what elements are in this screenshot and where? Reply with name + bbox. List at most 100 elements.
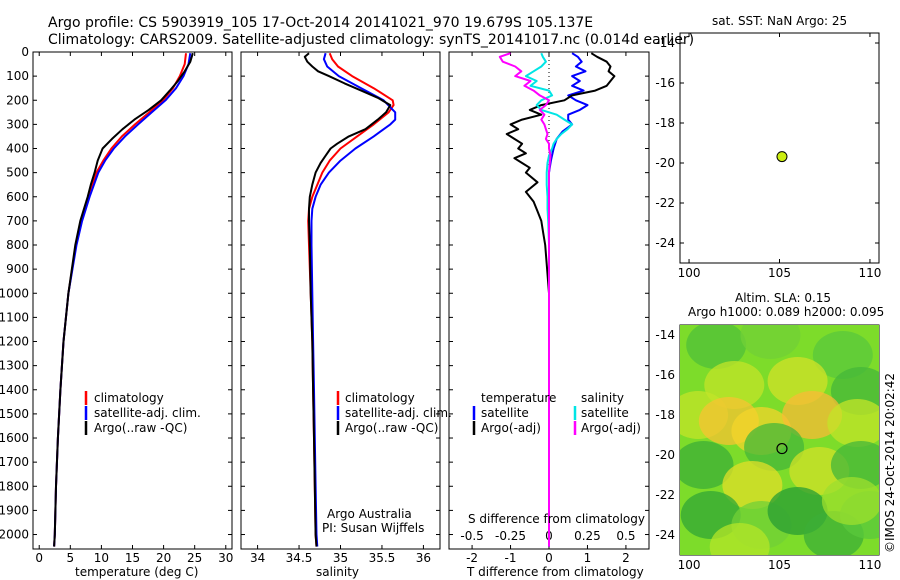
temperature-xtick-label: 25 [187,551,202,565]
chart-series [53,52,616,547]
sst-ytick-label: -20 [655,156,675,170]
sst-ytick-label: -24 [655,236,675,250]
salinity-xtick-label: 35 [333,551,348,565]
salinity-series-satellite-adj-clim- [310,52,397,547]
difference-x2tick-label: -0.25 [495,529,526,543]
header-line-1: Argo profile: CS 5903919_105 17-Oct-2014… [48,15,593,31]
temperature-xtick-label: 15 [125,551,140,565]
temperature-ytick-label: 1200 [0,335,29,349]
difference-legend: temperature salinity satellite Argo(-adj… [472,391,641,435]
sla-title-1: Altim. SLA: 0.15 [735,291,831,305]
sst-ytick-label: -16 [655,76,675,90]
temperature-ytick-label: 200 [6,93,29,107]
imos-watermark: ©IMOS 24-Oct-2014 20:02:42 [883,373,897,553]
sla-xtick-label: 105 [768,558,791,572]
temperature-series-argo-raw-qc- [53,52,194,547]
legend-label-satellite: satellite-adj. clim. [345,406,452,420]
sla-ytick-label: -22 [655,488,675,502]
sst-xtick-label: 110 [859,266,882,280]
salinity-note-pi: PI: Susan Wijffels [322,521,424,535]
sla-ytick-label: -16 [655,368,675,382]
temperature-xlabel: temperature (deg C) [75,565,198,579]
temperature-xtick-label: 0 [35,551,43,565]
temperature-ytick-label: 400 [6,142,29,156]
sst-ytick-label: -18 [655,116,675,130]
legend-label-satellite: satellite-adj. clim. [94,406,201,420]
temperature-ytick-label: 1300 [0,359,29,373]
sst-argo-location-marker [776,151,788,163]
legend-label-s-argo: Argo(-adj) [581,421,641,435]
difference-xtick-label: 1 [584,551,592,565]
legend-label-s-satellite: satellite [581,406,629,420]
temperature-ytick-label: 100 [6,69,29,83]
temperature-ytick-label: 1700 [0,455,29,469]
sst-xtick-label: 105 [768,266,791,280]
temperature-ytick-label: 900 [6,262,29,276]
sla-ytick-label: -24 [655,528,675,542]
temperature-ytick-label: 800 [6,238,29,252]
legend-label-argo: Argo(..raw -QC) [345,421,438,435]
temperature-ytick-label: 600 [6,190,29,204]
sla-anomaly-cell [704,361,765,409]
sla-ytick-label: -20 [655,448,675,462]
temperature-ytick-label: 2000 [0,528,29,542]
sla-xtick-label: 100 [678,558,701,572]
salinity-legend: climatology satellite-adj. clim. Argo(..… [336,391,452,435]
sla-xtick-label: 110 [859,558,882,572]
sla-anomaly-cell [740,325,801,359]
legend-head-salinity: salinity [581,391,624,405]
temperature-xtick-label: 10 [94,551,109,565]
difference-xlabel: T difference from climatology [466,565,644,579]
difference-xtick-label: -2 [466,551,478,565]
legend-label-climatology: climatology [345,391,415,405]
salinity-xtick-label: 35.5 [369,551,396,565]
temperature-xtick-label: 30 [218,551,233,565]
salinity-series-argo-raw-qc- [303,52,392,547]
difference-x2tick-label: 0.5 [616,529,635,543]
temperature-ytick-label: 1400 [0,383,29,397]
sst-axes-frame [679,32,880,264]
temperature-xtick-label: 5 [66,551,74,565]
temperature-ytick-label: 1100 [0,310,29,324]
legend-label-argo: Argo(..raw -QC) [94,421,187,435]
sla-anomaly-cell [709,523,770,555]
temperature-xtick-label: 20 [156,551,171,565]
difference-series-temperature-argo-adj- [505,52,616,547]
sla-ytick-label: -14 [655,328,675,342]
temperature-series-satellite-adj-clim- [53,53,192,547]
temperature-legend: climatology satellite-adj. clim. Argo(..… [84,391,201,435]
difference-xlabel-top: S difference from climatology [468,512,645,526]
temperature-ytick-label: 300 [6,117,29,131]
legend-label-t-satellite: satellite [481,406,529,420]
difference-x2tick-label: 0.25 [574,529,601,543]
temperature-ytick-label: 1800 [0,479,29,493]
salinity-note-argo-australia: Argo Australia [327,507,412,521]
temperature-ytick-label: 1600 [0,431,29,445]
sla-anomaly-cell [812,331,873,379]
sst-ytick-label: -14 [655,36,675,50]
sla-anomaly-cell [744,423,805,471]
difference-xtick-label: -1 [505,551,517,565]
sla-ytick-label: -18 [655,408,675,422]
legend-label-climatology: climatology [94,391,164,405]
sla-heatmap [680,325,879,555]
sla-anomaly-cell [722,461,783,509]
sla-anomaly-cell [830,441,879,489]
temperature-ytick-label: 500 [6,166,29,180]
sst-title: sat. SST: NaN Argo: 25 [712,14,847,28]
legend-head-temperature: temperature [481,391,556,405]
temperature-series-climatology [53,53,187,547]
sla-argo-location-marker [776,442,788,455]
sla-anomaly-cell [827,399,879,447]
header-line-2: Climatology: CARS2009. Satellite-adjuste… [48,32,694,48]
salinity-xtick-label: 36 [416,551,431,565]
salinity-series-climatology [307,52,395,547]
sst-xtick-label: 100 [678,266,701,280]
legend-label-t-argo: Argo(-adj) [481,421,541,435]
salinity-xtick-label: 34 [250,551,265,565]
sla-anomaly-cell [782,391,843,439]
temperature-ytick-label: 0 [21,45,29,59]
temperature-ytick-label: 700 [6,214,29,228]
